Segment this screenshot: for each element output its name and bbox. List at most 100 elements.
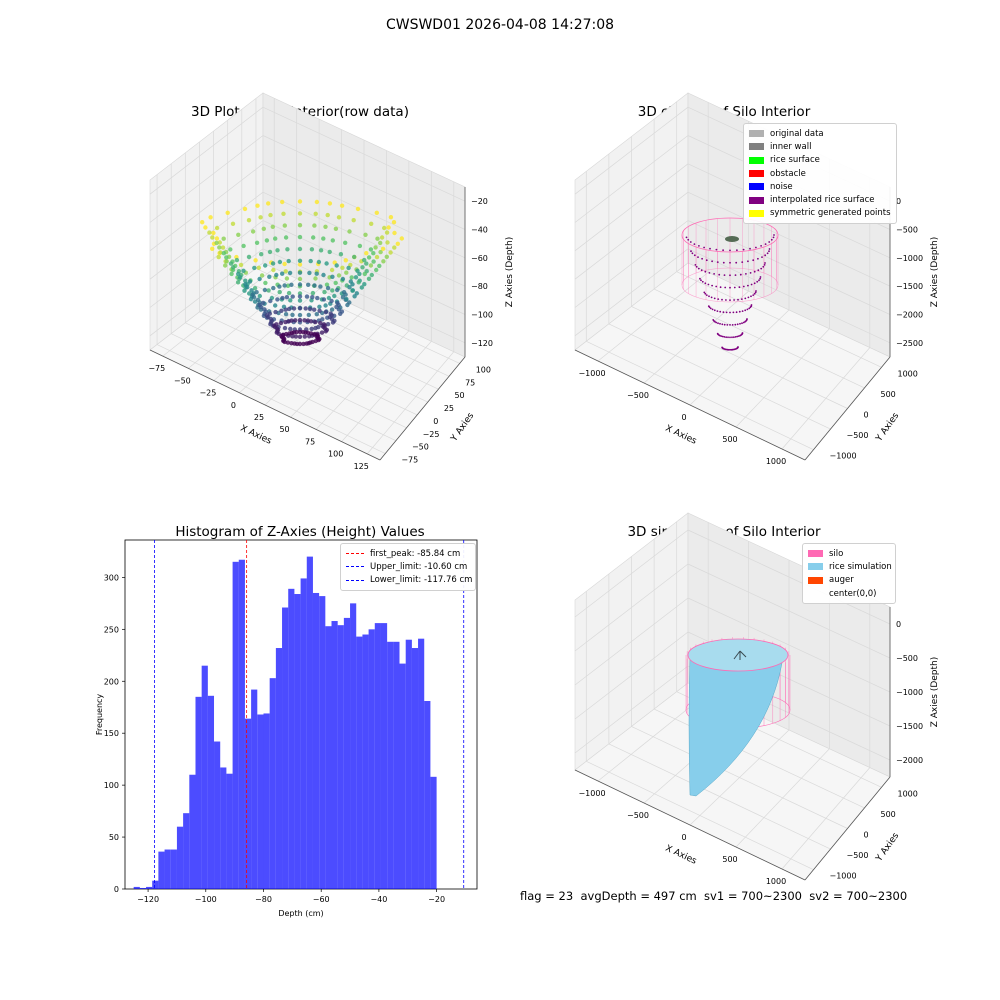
data-point xyxy=(221,236,226,241)
surface-point xyxy=(705,294,708,296)
grid-line xyxy=(156,344,386,454)
y-tick-label: 1000 xyxy=(898,789,918,798)
data-point xyxy=(208,215,213,220)
grid-line xyxy=(149,163,264,252)
data-point xyxy=(352,254,357,260)
histogram-bar xyxy=(133,886,140,889)
surface-point xyxy=(740,298,743,300)
surface-point xyxy=(712,319,715,321)
x-tick-label: −60 xyxy=(313,895,330,904)
z-axis-label: Z Axies (Depth) xyxy=(930,237,940,308)
surface-point xyxy=(741,261,744,263)
data-point xyxy=(313,319,318,325)
data-point xyxy=(297,317,303,323)
grid-line xyxy=(586,760,814,871)
data-point xyxy=(320,317,325,322)
surface-point xyxy=(708,295,710,298)
surface-point xyxy=(746,308,749,311)
x-axis-label: X Axies xyxy=(239,424,274,447)
surface-point xyxy=(709,247,711,250)
surface-point xyxy=(757,257,759,260)
grid-line xyxy=(315,330,410,430)
y-tick-label: 100 xyxy=(476,365,491,374)
data-point xyxy=(322,289,327,295)
data-point xyxy=(283,312,289,317)
data-point xyxy=(323,329,328,334)
x-tick-label: −20 xyxy=(428,895,445,904)
x-tick-label: −120 xyxy=(137,895,159,904)
data-point xyxy=(268,298,273,304)
data-point xyxy=(343,258,348,263)
z-tick-label: −1000 xyxy=(896,254,923,263)
data-point xyxy=(385,240,390,245)
surface-point xyxy=(729,261,731,264)
data-point xyxy=(280,199,285,205)
surface-point xyxy=(741,322,743,325)
histogram-bar xyxy=(362,634,369,889)
data-point xyxy=(349,275,354,280)
data-point xyxy=(217,240,222,245)
data-point xyxy=(275,248,280,253)
data-point xyxy=(369,272,374,278)
z-tick-label: −500 xyxy=(896,226,918,235)
legend-entry: rice surface xyxy=(749,154,891,167)
surface-point xyxy=(729,274,731,277)
legend-label: interpolated rice surface xyxy=(770,195,875,206)
y-tick-label: 150 xyxy=(104,729,119,738)
y-tick-label: −25 xyxy=(423,430,440,439)
surface-point xyxy=(745,273,747,275)
y-tick-label: 500 xyxy=(881,390,896,399)
x-tick-label: 100 xyxy=(328,450,343,459)
data-point xyxy=(284,295,290,300)
legend-entry: obstacle xyxy=(749,167,891,180)
data-point xyxy=(371,251,376,256)
y-tick-label: 200 xyxy=(104,677,119,686)
threshold-lines xyxy=(154,540,465,889)
surface-point xyxy=(703,246,705,249)
grid-line xyxy=(574,220,689,308)
data-point xyxy=(334,263,339,268)
y-tick-label: 300 xyxy=(104,573,119,582)
data-point xyxy=(324,282,330,287)
grid-line xyxy=(574,191,689,280)
depth-histogram: −120 −100 −80 −60 −40 −20 0 50 100 150 200 250 300 De… xyxy=(95,539,478,918)
y-axis-line xyxy=(804,356,891,461)
data-point xyxy=(329,298,334,304)
surface-point xyxy=(760,245,762,247)
status-footer: flag = 23 avgDepth = 497 cm sv1 = 700~23… xyxy=(520,889,908,903)
surface-point xyxy=(689,241,692,243)
z-tick-label: −1000 xyxy=(896,688,923,697)
surface-point xyxy=(733,299,735,301)
data-point xyxy=(254,240,260,245)
surface-point xyxy=(753,292,756,295)
data-point xyxy=(324,261,329,266)
data-point xyxy=(288,326,293,332)
histogram-bar xyxy=(176,826,184,889)
grid-line xyxy=(687,597,891,693)
data-point xyxy=(250,292,255,297)
data-point xyxy=(259,252,264,257)
data-point xyxy=(338,311,343,316)
data-point xyxy=(373,245,378,250)
x-tick-label: −1000 xyxy=(578,789,605,798)
data-point xyxy=(236,271,241,277)
legend-label: obstacle xyxy=(770,168,806,179)
surface-point xyxy=(749,247,751,250)
data-point xyxy=(216,254,221,260)
data-point xyxy=(308,258,313,264)
data-point xyxy=(351,218,356,223)
data-point xyxy=(246,218,252,223)
data-point xyxy=(314,312,319,317)
x-axis-label: X Axies xyxy=(664,844,699,867)
data-point xyxy=(302,334,307,339)
x-tick-label: −500 xyxy=(627,391,649,400)
surface-point xyxy=(734,323,737,326)
data-point xyxy=(297,246,303,252)
x-tick-label: −75 xyxy=(148,364,165,373)
grid-line xyxy=(262,248,466,344)
data-point xyxy=(333,280,338,286)
data-point xyxy=(362,257,367,263)
data-point xyxy=(382,225,387,231)
surface-point xyxy=(738,286,741,289)
grid-line xyxy=(574,135,689,223)
